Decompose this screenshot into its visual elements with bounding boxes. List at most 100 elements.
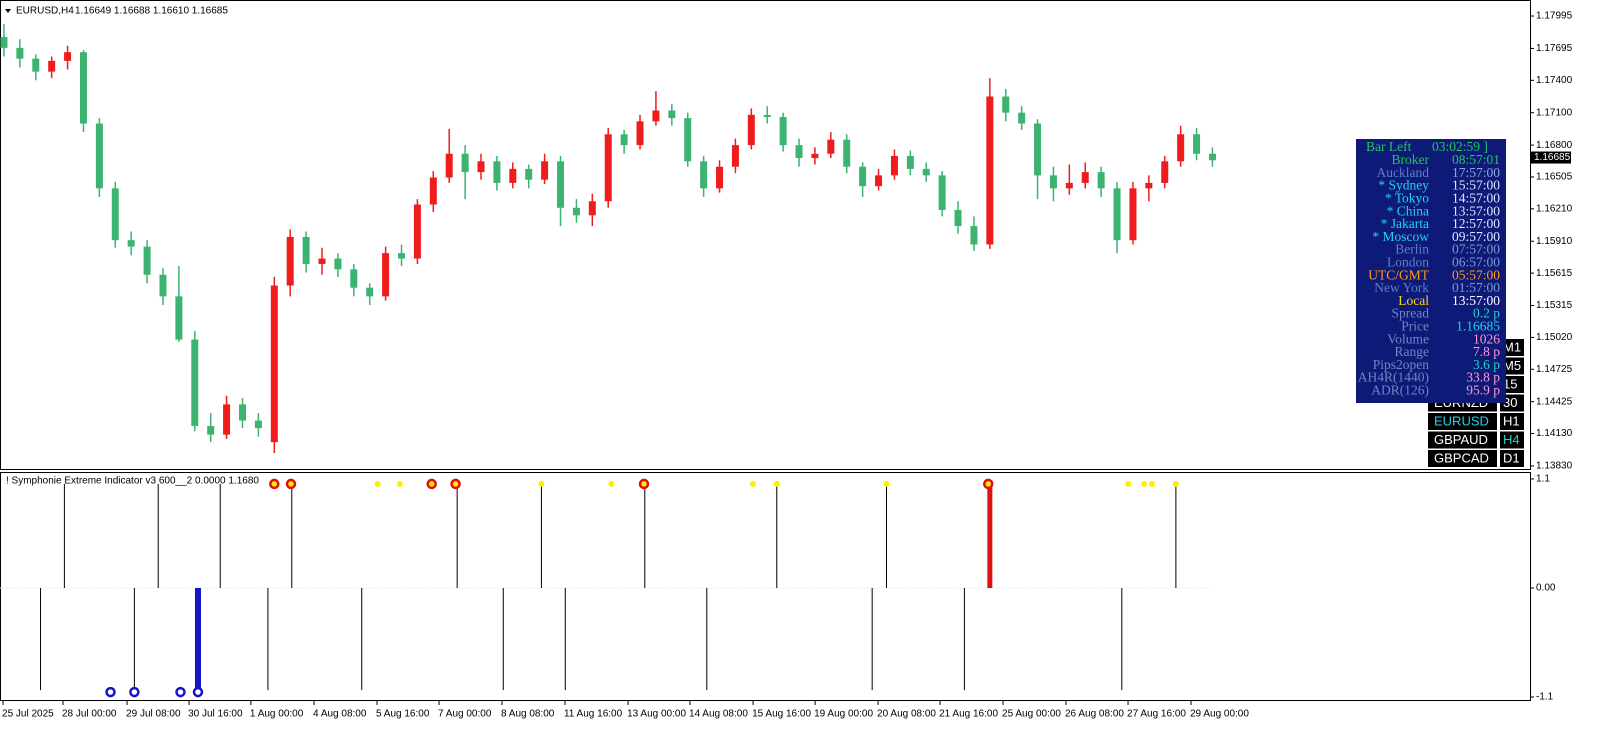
candle-body (477, 161, 485, 173)
panel-value: 06:57:00 (1452, 254, 1500, 269)
x-tick-label: 4 Aug 08:00 (313, 709, 367, 720)
candle-body (572, 207, 580, 216)
timeframe-label: 30 (1503, 395, 1517, 410)
y-tick-label: 1.15910 (1536, 236, 1573, 247)
main-frame (0, 0, 1531, 470)
timeframe-button[interactable] (1500, 450, 1524, 467)
candle-body (938, 175, 946, 210)
candle-body (1002, 96, 1010, 113)
symbol-button[interactable] (1428, 450, 1497, 467)
candle-body (700, 161, 708, 189)
candle-body (811, 153, 819, 159)
panel-value: 01:57:00 (1452, 280, 1500, 295)
candle-body (79, 52, 87, 124)
candle-body (843, 139, 851, 167)
panel-value: 13:57:00 (1452, 293, 1500, 308)
candle-body (270, 285, 278, 443)
panel-value: 07:57:00 (1452, 242, 1500, 257)
candle-body (763, 114, 771, 118)
candle-body (859, 166, 867, 187)
panel-label: Volume (1387, 331, 1429, 346)
signal-ring (269, 478, 280, 490)
candle-body (795, 145, 803, 159)
candle-body (1177, 134, 1185, 162)
candle-body (334, 258, 342, 270)
panel-label: ADR(126) (1371, 382, 1429, 397)
panel-label: * Tokyo (1385, 190, 1429, 205)
signal-ring (192, 686, 204, 698)
signal-ring (175, 686, 186, 698)
x-tick-label: 21 Aug 16:00 (939, 709, 998, 720)
signal-dot (749, 480, 756, 487)
symbol-button[interactable] (1428, 431, 1497, 449)
signal-dot (1125, 480, 1132, 487)
x-tick-label: 28 Jul 00:00 (62, 709, 117, 720)
signal-ring (105, 686, 116, 698)
signal-ring (426, 478, 437, 490)
panel-label: * Moscow (1372, 229, 1429, 244)
signal-dot (1172, 480, 1179, 487)
candle-body (350, 269, 358, 288)
quote: 1.16649 1.16688 1.16610 1.16685 (75, 6, 228, 17)
x-tick-label: 19 Aug 00:00 (814, 709, 873, 720)
timeframe-label: M5 (1503, 358, 1521, 373)
x-tick-label: 25 Aug 00:00 (1002, 709, 1061, 720)
symbol-title: EURUSD,H4 (16, 6, 74, 17)
indicator-title: ! Symphonie Extreme Indicator v3 600__2 … (6, 476, 259, 487)
y-tick-label: 1.17400 (1536, 75, 1573, 86)
panel-label: * Jakarta (1381, 216, 1429, 231)
panel-label: Range (1395, 344, 1430, 359)
signal-ring (450, 478, 461, 490)
panel-value: 15:57:00 (1452, 178, 1500, 193)
candle-body (1113, 188, 1121, 241)
candle-body (716, 166, 724, 189)
panel-value: 33.8 p (1466, 370, 1500, 385)
candle-body (95, 123, 103, 189)
panel-title: Bar Left (1366, 139, 1412, 154)
candle-body (493, 161, 501, 183)
y-tick-label: 1.15020 (1536, 332, 1573, 343)
x-tick-label: 27 Aug 16:00 (1127, 709, 1186, 720)
timeframe-button[interactable] (1500, 413, 1524, 430)
candle-body (557, 161, 565, 208)
signal-ring (129, 686, 140, 698)
panel-label: New York (1374, 280, 1429, 295)
candle-body (48, 60, 56, 72)
panel-label: * Sydney (1378, 178, 1429, 193)
candle-body (684, 118, 692, 162)
panel-value: 7.8 p (1473, 344, 1500, 359)
info-panel: Bar Left 03:02:59 ]Broker 08:57:01 Auckland… (1356, 139, 1506, 403)
candle-body (588, 201, 596, 216)
x-tick-label: 7 Aug 00:00 (438, 709, 492, 720)
y-tick-label: 1.15615 (1536, 268, 1573, 279)
panel-label: London (1387, 254, 1429, 269)
candle-body (366, 287, 374, 297)
panel-value: 17:57:00 (1452, 165, 1500, 180)
x-tick-label: 25 Jul 2025 (2, 709, 54, 720)
signal-dot (396, 480, 403, 487)
candle-body (1129, 188, 1137, 241)
panel-value: 95.9 p (1466, 382, 1500, 397)
candle-body (254, 420, 262, 429)
candle-body (890, 155, 898, 176)
timeframe-button[interactable] (1500, 431, 1524, 449)
candle-body (16, 47, 24, 59)
y-tick-label: 1.17100 (1536, 107, 1573, 118)
candle-body (620, 134, 628, 146)
panel-label: Broker (1392, 152, 1430, 167)
signal-dot (883, 480, 890, 487)
x-tick-label: 5 Aug 16:00 (376, 709, 430, 720)
menu-arrow[interactable] (5, 9, 11, 13)
symbol-button[interactable] (1428, 413, 1497, 430)
timeframe-label: D1 (1503, 450, 1520, 465)
candle-body (779, 117, 787, 146)
candle-body (64, 52, 72, 61)
x-tick-label: 15 Aug 16:00 (752, 709, 811, 720)
panel-value: 1.16685 (1456, 318, 1500, 333)
candle-body (875, 175, 883, 187)
y-tick-label: 1.16800 (1536, 140, 1573, 151)
panel-bg (1356, 139, 1506, 403)
candle-body (906, 155, 914, 169)
candle-body (668, 110, 676, 119)
